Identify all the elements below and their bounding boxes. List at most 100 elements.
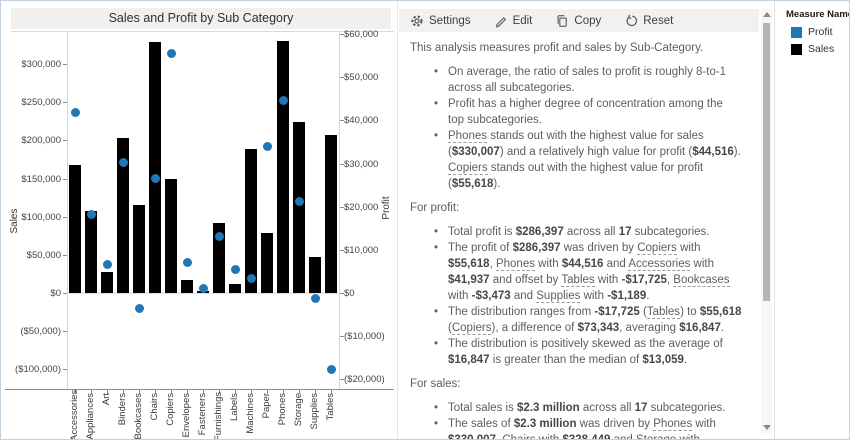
category-label[interactable]: Phones (277, 393, 288, 426)
sales-bar[interactable] (245, 148, 257, 293)
category-label[interactable]: Binders (117, 393, 128, 426)
category-label[interactable]: Chairs (149, 393, 160, 421)
story-value: $55,618 (451, 178, 494, 190)
sales-bar[interactable] (165, 178, 177, 293)
story-value: $286,397 (512, 242, 561, 254)
right-axis-tick-label: $20,000 (344, 202, 379, 213)
sales-bar[interactable] (149, 42, 161, 293)
category-tick-mark (299, 390, 300, 394)
category-label[interactable]: Fasteners (197, 393, 208, 436)
category-label[interactable]: Furnishings (213, 391, 224, 440)
story-term-link[interactable]: Phones (448, 130, 488, 143)
profit-dot[interactable] (278, 96, 288, 106)
story-text: Total sales is (448, 402, 518, 414)
reset-button[interactable]: Reset (624, 14, 673, 28)
sales-bar[interactable] (229, 283, 241, 293)
legend-item-profit[interactable]: Profit (791, 26, 833, 38)
scroll-down-icon[interactable] (763, 425, 771, 430)
category-label[interactable]: Labels (229, 393, 240, 421)
category-label[interactable]: Bookcases (133, 393, 144, 440)
pencil-icon (494, 14, 508, 28)
profit-dot[interactable] (134, 303, 144, 313)
right-tick-mark (340, 34, 344, 35)
legend-item-sales[interactable]: Sales (791, 43, 834, 55)
story-term-link[interactable]: Tables (561, 274, 595, 287)
sales-bar[interactable] (101, 272, 113, 293)
profit-dot[interactable] (182, 258, 192, 268)
profit-dot[interactable] (166, 48, 176, 58)
left-tick-mark (63, 255, 67, 256)
profit-dot[interactable] (310, 293, 320, 303)
category-label[interactable]: Appliances (85, 393, 96, 440)
story-value: -$17,725 (594, 306, 640, 318)
profit-dot[interactable] (150, 173, 160, 183)
profit-dot[interactable] (326, 365, 336, 374)
sales-bar[interactable] (277, 41, 289, 293)
profit-dot[interactable] (118, 158, 128, 168)
story-term-link[interactable]: Storage (635, 434, 677, 439)
story-term-link[interactable]: Copiers (637, 242, 677, 255)
profit-dot[interactable] (70, 107, 80, 117)
story-term-link[interactable]: Bookcases (673, 274, 730, 287)
category-label[interactable]: Accessories (69, 389, 80, 440)
story-text: For sales: (410, 378, 461, 390)
sales-bar[interactable] (325, 135, 337, 293)
story-term-link[interactable]: Phones (653, 418, 693, 431)
sales-bar[interactable] (213, 223, 225, 293)
category-label[interactable]: Machines (245, 393, 256, 434)
sales-bar[interactable] (309, 257, 321, 293)
sales-bar[interactable] (293, 122, 305, 293)
sales-bar[interactable] (261, 233, 273, 293)
right-tick-mark (340, 207, 344, 208)
profit-dot[interactable] (198, 284, 208, 294)
edit-button[interactable]: Edit (494, 14, 532, 28)
sales-bar[interactable] (133, 205, 145, 293)
profit-dot[interactable] (86, 210, 96, 220)
copy-button[interactable]: Copy (555, 14, 601, 28)
left-tick-mark (63, 64, 67, 65)
category-label[interactable]: Tables (325, 393, 336, 421)
category-label[interactable]: Storage (293, 393, 304, 427)
story-scrollbar[interactable] (761, 9, 772, 433)
profit-dot[interactable] (230, 264, 240, 274)
story-term-link[interactable]: Phones (495, 258, 535, 271)
category-tick-mark (203, 390, 204, 394)
profit-dot[interactable] (102, 260, 112, 270)
story-text: Profit has a higher degree of concentrat… (448, 98, 723, 126)
category-label[interactable]: Envelopes (181, 393, 192, 438)
story-term-link[interactable]: Copiers (448, 162, 488, 175)
sales-bar[interactable] (69, 165, 81, 293)
profit-dot[interactable] (214, 232, 224, 242)
story-text: subcategories. (647, 402, 726, 414)
category-label[interactable]: Art (101, 393, 112, 406)
sales-bar[interactable] (85, 210, 97, 293)
profit-dot[interactable] (294, 196, 304, 206)
story-bullet: Total sales is $2.3 million across all 1… (410, 400, 742, 416)
story-content: This analysis measures profit and sales … (398, 34, 758, 439)
story-term-link[interactable]: Tables (646, 306, 681, 319)
category-tick-mark (139, 390, 140, 394)
story-text: and (510, 290, 537, 302)
scrollbar-thumb[interactable] (763, 23, 770, 301)
left-tick-mark (63, 102, 67, 103)
profit-dot[interactable] (262, 141, 272, 151)
bottom-axis-line (5, 389, 394, 390)
story-paragraph: For sales: (410, 376, 742, 392)
sales-bar[interactable] (181, 280, 193, 293)
scroll-up-icon[interactable] (763, 12, 771, 17)
story-term-link[interactable]: Copiers (451, 322, 492, 335)
category-label[interactable]: Supplies (309, 393, 320, 430)
profit-swatch (791, 26, 802, 38)
category-label[interactable]: Paper (261, 393, 272, 419)
story-term-link[interactable]: Chairs (502, 434, 536, 439)
sales-bar[interactable] (117, 137, 129, 293)
right-axis-tick-label: ($20,000) (344, 374, 385, 385)
category-label[interactable]: Copiers (165, 393, 176, 426)
story-term-link[interactable]: Accessories (628, 258, 691, 271)
settings-button[interactable]: Settings (410, 14, 471, 28)
left-axis-tick-label: $0 (50, 288, 61, 299)
right-tick-mark (340, 77, 344, 78)
story-term-link[interactable]: Supplies (536, 290, 581, 303)
profit-dot[interactable] (246, 273, 256, 283)
